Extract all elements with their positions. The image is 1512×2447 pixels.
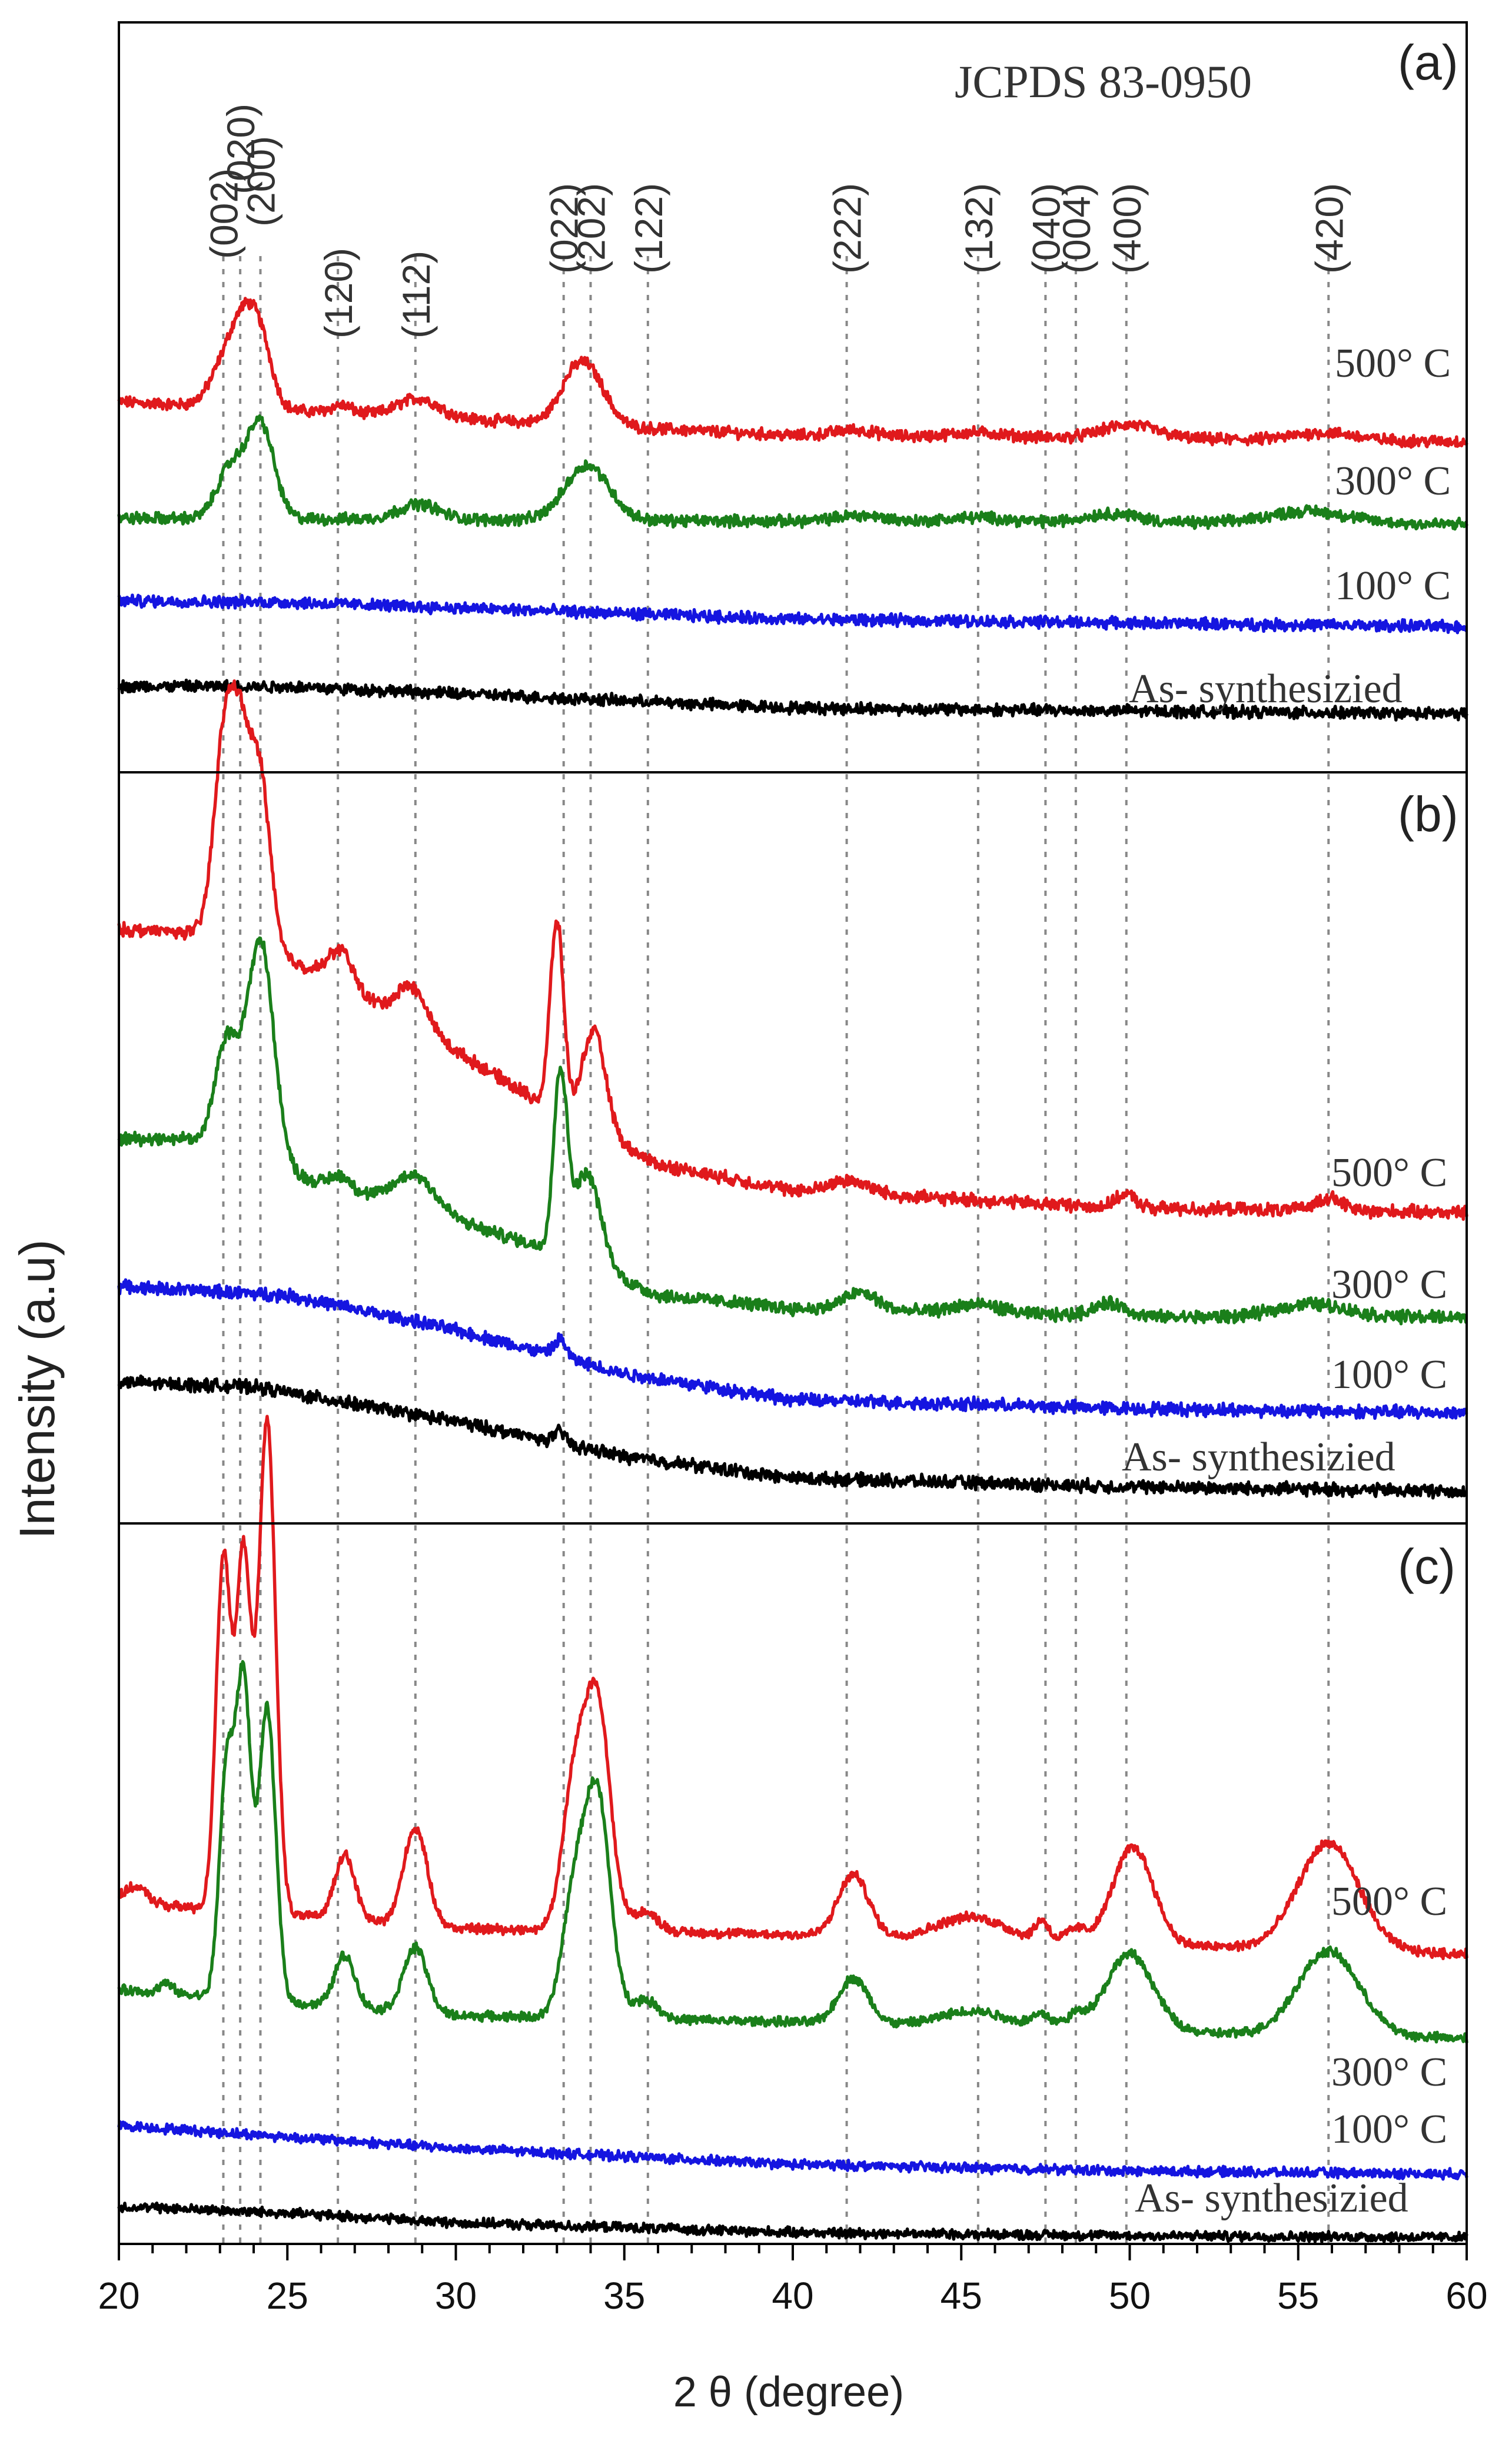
hkl-label-002: (002): [202, 168, 245, 259]
x-tick-label-40: 40: [772, 2275, 813, 2317]
series-line-c-100-c: [117, 2120, 1468, 2181]
hkl-label-020: (020): [219, 104, 262, 194]
panel-label-c: (c): [1398, 1539, 1455, 1594]
series-line-b-300-c: [117, 936, 1468, 1326]
series-line-b-100-c: [117, 1278, 1468, 1420]
x-tick-label-60: 60: [1445, 2275, 1487, 2317]
text-labels: JCPDS 83-0950 Intensity (a.u) 2 θ (degre…: [9, 35, 1458, 2416]
panel-label-a: (a): [1398, 35, 1458, 90]
y-axis-label: Intensity (a.u): [9, 1240, 65, 1539]
series-line-a-500-c: [117, 297, 1468, 449]
series-label-a-as-synthesizied: As- synthesizied: [1129, 666, 1403, 712]
series-label-a-100-c: 100° C: [1335, 563, 1451, 609]
series-line-a-as-synthesizied: [117, 678, 1468, 722]
hkl-label-022: (022): [543, 183, 586, 274]
hkl-label-400: (400): [1105, 183, 1149, 274]
series-label-c-300-c: 300° C: [1331, 2050, 1447, 2095]
series-label-c-500-c: 500° C: [1331, 1879, 1447, 1924]
hkl-label-112: (112): [394, 251, 438, 338]
reference-lines: [222, 256, 1330, 2244]
series-label-b-100-c: 100° C: [1331, 1352, 1447, 1397]
series-line-c-300-c: [117, 1660, 1468, 2044]
hkl-label-202: (202): [570, 183, 613, 274]
hkl-labels: (002)(020)(200) (120) (112) (022)(202) (122)…: [202, 104, 1351, 338]
hkl-label-420: (420): [1307, 183, 1351, 274]
series-label-c-100-c: 100° C: [1331, 2107, 1447, 2152]
x-tick-label-55: 55: [1277, 2275, 1319, 2317]
x-axis-label: 2 θ (degree): [673, 2369, 904, 2416]
panel-frame-a: [118, 21, 1468, 773]
series-label-c-as-synthesizied: As- synthesizied: [1135, 2176, 1408, 2221]
series-line-c-as-synthesizied: [117, 2202, 1468, 2244]
x-tick-label-20: 20: [98, 2275, 139, 2317]
x-tick-label-45: 45: [941, 2275, 982, 2317]
series-label-b-300-c: 300° C: [1331, 1262, 1447, 1307]
hkl-label-200: (200): [239, 136, 283, 227]
hkl-label-122: (122): [627, 183, 670, 274]
reference-label: JCPDS 83-0950: [955, 56, 1252, 107]
x-tick-label-25: 25: [267, 2275, 308, 2317]
panel-label-b: (b): [1398, 786, 1458, 842]
series-line-b-as-synthesizied: [117, 1374, 1468, 1500]
x-tick-label-30: 30: [435, 2275, 477, 2317]
hkl-label-040: (040): [1024, 183, 1068, 274]
series-lines: [117, 297, 1468, 2244]
hkl-label-222: (222): [826, 183, 869, 274]
x-tick-label-50: 50: [1109, 2275, 1151, 2317]
series-label-a-500-c: 500° C: [1335, 341, 1451, 386]
x-tick-label-35: 35: [603, 2275, 645, 2317]
series-line-a-100-c: [117, 593, 1468, 635]
hkl-label-004: (004): [1055, 183, 1098, 274]
series-label-b-as-synthesizied: As- synthesizied: [1122, 1435, 1395, 1480]
series-line-c-500-c: [117, 1415, 1468, 1961]
series-line-a-300-c: [117, 414, 1468, 531]
x-axis-ticks: 20 25 30 35 40 45 50 55 60: [98, 2244, 1488, 2317]
hkl-label-132: (132): [957, 183, 1001, 274]
series-line-b-500-c: [117, 679, 1468, 1221]
series-label-b-500-c: 500° C: [1331, 1150, 1447, 1196]
hkl-label-120: (120): [317, 248, 360, 338]
series-label-a-300-c: 300° C: [1335, 459, 1451, 504]
